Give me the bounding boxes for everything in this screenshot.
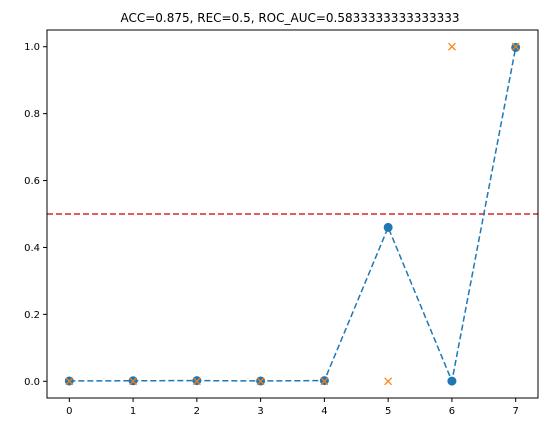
x-tick-label: 3 <box>257 406 263 417</box>
x-tick-label: 6 <box>449 406 455 417</box>
actual-point-stroke <box>192 377 201 386</box>
y-tick-label: 1.0 <box>24 42 40 53</box>
actual-point <box>65 377 74 386</box>
predicted-point <box>447 376 457 386</box>
y-tick-label: 0.0 <box>24 377 40 388</box>
y-tick-label: 0.4 <box>24 243 40 254</box>
actual-point-stroke <box>511 42 520 51</box>
x-tick-label: 0 <box>66 406 72 417</box>
y-tick-label: 0.8 <box>24 109 40 120</box>
actual-point-stroke <box>256 377 265 386</box>
actual-point <box>447 42 456 51</box>
predicted-series-line <box>69 47 517 384</box>
actual-point <box>511 42 520 51</box>
actual-point-stroke <box>384 377 393 386</box>
actual-point <box>129 377 138 386</box>
actual-point-stroke <box>320 377 329 386</box>
x-tick-label: 2 <box>194 406 200 417</box>
x-tick-label: 1 <box>130 406 136 417</box>
actual-point <box>320 377 329 386</box>
x-tick-label: 7 <box>512 406 518 417</box>
actual-point-stroke <box>129 377 138 386</box>
plot-frame <box>46 29 539 399</box>
predicted-point <box>383 222 393 232</box>
actual-point <box>384 377 393 386</box>
x-tick-label: 5 <box>385 406 391 417</box>
actual-point-stroke <box>447 42 456 51</box>
x-tick-label: 4 <box>321 406 327 417</box>
actual-point <box>192 377 201 386</box>
y-tick-label: 0.2 <box>24 310 40 321</box>
actual-point-stroke <box>65 377 74 386</box>
actual-point <box>256 377 265 386</box>
chart-title: ACC=0.875, REC=0.5, ROC_AUC=0.5833333333… <box>120 11 459 25</box>
y-tick-label: 0.6 <box>24 176 40 187</box>
